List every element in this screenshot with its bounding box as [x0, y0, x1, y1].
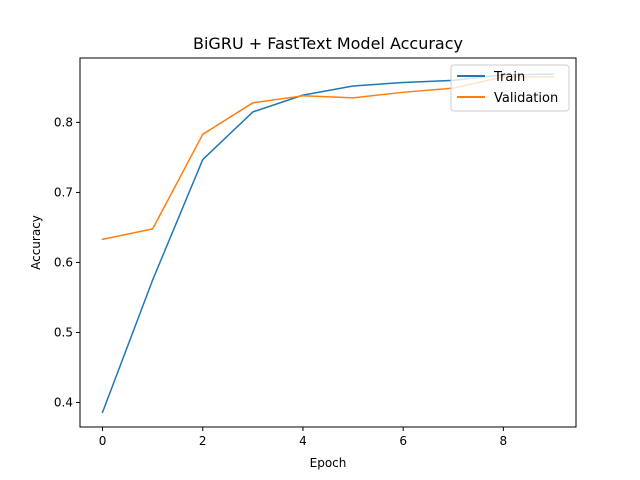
legend-label-train: Train: [493, 70, 525, 85]
y-tick-label: 0.7: [54, 185, 73, 199]
x-tick-label: 6: [399, 434, 407, 448]
x-axis-ticks: 0 2 4 6 8: [99, 427, 507, 448]
x-tick-label: 4: [299, 434, 307, 448]
x-tick-label: 0: [99, 434, 107, 448]
x-axis-label: Epoch: [310, 456, 347, 470]
y-tick-label: 0.8: [54, 115, 73, 129]
x-tick-label: 2: [199, 434, 207, 448]
legend-label-validation: Validation: [494, 91, 558, 106]
y-tick-label: 0.6: [54, 255, 73, 269]
y-axis-ticks: 0.4 0.5 0.6 0.7 0.8: [54, 115, 80, 409]
y-tick-label: 0.5: [54, 325, 73, 339]
y-axis-label: Accuracy: [29, 215, 43, 270]
x-tick-label: 8: [500, 434, 508, 448]
y-tick-label: 0.4: [54, 395, 73, 409]
legend: Train Validation: [450, 64, 570, 112]
plot-frame: [79, 57, 577, 428]
chart-title: BiGRU + FastText Model Accuracy: [193, 34, 463, 53]
